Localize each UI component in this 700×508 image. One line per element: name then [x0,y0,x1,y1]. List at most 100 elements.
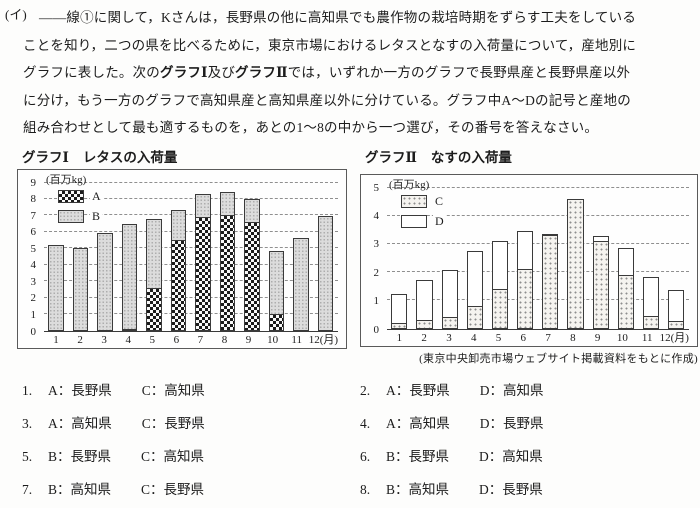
option-number: 1. [22,382,33,398]
stacked-bar-month-12 [668,188,685,329]
bar-segment-A-month-6 [170,240,187,331]
question-line-4: に分け，もう一方のグラフで高知県産と高知県産以外に分けている。グラフ中A～Dの記… [23,92,631,108]
option-number: 8. [360,481,371,497]
bar-slot-1 [44,183,69,331]
stacked-bar-month-7 [195,183,211,331]
gridline-2 [387,271,689,273]
y-axis-unit-label: (百万kg) [389,178,430,191]
option-pair-a: A：長野県 [386,382,450,398]
x-axis: 1 2 3 4 5 6 7 8 9 10 11 12(月) [44,333,338,347]
gridline-5 [387,186,689,188]
bar-slot-3 [93,183,118,331]
x-tick-label-3: 3 [446,331,452,344]
chart-lettuce-plot-area: (百万kg) 0 1 2 3 4 5 6 7 8 9 1 2 3 4 5 6 7 8 9 10 11 12(月) A B [17,168,347,349]
question-line-3-text: では，いずれか一方のグラフで長野県産と長野県産以外 [287,65,631,80]
option-6: 6. B：長野県 D：高知県 [360,445,698,465]
bar-segment-A-month-5 [146,287,162,331]
bar-segment-B-month-5 [146,218,162,289]
x-tick-label-8: 8 [221,333,228,346]
option-pair-a: B：長野県 [386,448,450,464]
stacked-bar-month-2 [72,183,89,331]
bar-segment-B-month-10 [268,250,285,316]
stacked-bar-month-11 [293,183,309,331]
bar-slot-6 [167,183,192,331]
bar-slot-8 [563,188,588,329]
bar-segment-B-month-1 [48,245,64,331]
bar-segment-A-month-10 [268,314,285,331]
option-4: 4. A：高知県 D：長野県 [360,412,698,432]
stacked-bar-month-11 [642,188,660,329]
option-pair-b: D：長野県 [479,481,543,497]
gridline-4 [387,214,689,216]
legend-label-C: C [433,193,446,209]
x-tick-label-9: 9 [594,331,601,344]
bar-segment-C-month-10 [617,274,634,329]
gridline-6 [44,230,338,232]
x-tick-label-3: 3 [101,333,107,346]
chart-eggplant-title: グラフⅡ なすの入荷量 [365,146,698,166]
chart-lettuce-title-name: レタスの入荷量 [82,149,178,165]
bar-segment-C-month-7 [542,235,559,329]
option-pair-a: A：高知県 [48,415,112,431]
x-tick-label-1: 1 [53,333,59,346]
bar-segment-B-month-7 [195,194,211,219]
x-tick-label-2: 2 [421,331,427,344]
bar-segment-D-month-12 [668,290,685,323]
option-pair-a: B：高知県 [386,481,450,497]
y-tick-label-6: 6 [30,226,37,239]
x-tick-label-6: 6 [173,333,180,346]
stacked-bar-month-9 [244,183,260,331]
stacked-bar-month-6 [170,183,187,331]
chart-eggplant-plot-area: (百万kg) 0 1 2 3 4 5 1 2 3 4 5 6 7 8 9 10 11 12(月) C D [360,173,698,347]
option-pair-b: D：長野県 [479,415,544,431]
stacked-bar-month-9 [592,188,609,329]
bar-slot-10 [265,183,290,331]
stacked-bar-month-5 [491,188,509,329]
legend: C D [401,193,446,234]
legend-item-A: A [58,188,103,204]
option-pair-a: B：高知県 [48,481,112,497]
stacked-bar-month-2 [416,188,433,329]
bar-segment-C-month-2 [416,320,433,329]
option-7: 7. B：高知県 C：長野県 [22,478,360,498]
option-pair-a: A：長野県 [48,382,112,398]
option-1: 1. A：長野県 C：高知県 [22,379,360,399]
stacked-bar-month-3 [97,183,113,331]
legend-swatch-B [58,209,84,223]
bar-slot-10 [614,188,639,329]
x-tick-label-7: 7 [197,333,204,346]
gridline-3 [387,242,689,244]
question-block: (イ) ——線①に関して，Kさんは，長野県の他に高知県でも農作物の栽培時期をずら… [5,4,698,142]
y-tick-label-0: 0 [30,325,37,338]
bar-segment-A-month-8 [219,215,236,331]
gridline-9 [44,181,338,183]
x-tick-label-10: 10 [267,333,279,346]
gridline-2 [44,296,338,298]
chart-lettuce-title: グラフⅠ レタスの入荷量 [22,146,350,166]
bar-segment-D-month-10 [617,247,634,276]
bar-segment-D-month-6 [517,230,534,271]
stacked-bar-month-1 [48,183,64,331]
legend-swatch-D [401,214,427,228]
bar-slot-6 [513,188,538,329]
y-tick-label-5: 5 [373,181,380,194]
chart-eggplant: グラフⅡ なすの入荷量 (百万kg) 0 1 2 3 4 5 1 2 3 4 5 6 7 8 9 10 11 12… [360,146,698,366]
stacked-bar-month-5 [146,183,162,331]
bar-segment-D-month-3 [441,270,458,319]
question-line-3: グラフに表した。次のグラフⅠ及びグラフⅡでは，いずれか一方のグラフで長野県産と長… [23,59,698,87]
bar-slot-12 [664,188,689,329]
bar-segment-B-month-2 [72,248,89,331]
y-tick-label-3: 3 [30,275,37,288]
option-pair-b: C：長野県 [141,415,205,431]
options-list: 1. A：長野県 C：高知県 2. A：長野県 D：高知県 3. A：高知県 C：長野県 4… [22,379,698,498]
bar-segment-C-month-1 [391,322,408,329]
legend-swatch-C [401,194,427,208]
bar-slot-5 [142,183,167,331]
bar-slot-1 [387,188,412,329]
bar-segment-B-month-11 [293,238,309,331]
option-pair-b: C：高知県 [141,448,205,464]
bar-segment-C-month-4 [466,305,483,329]
y-tick-label-2: 2 [373,266,380,279]
bar-slot-9 [240,183,265,331]
